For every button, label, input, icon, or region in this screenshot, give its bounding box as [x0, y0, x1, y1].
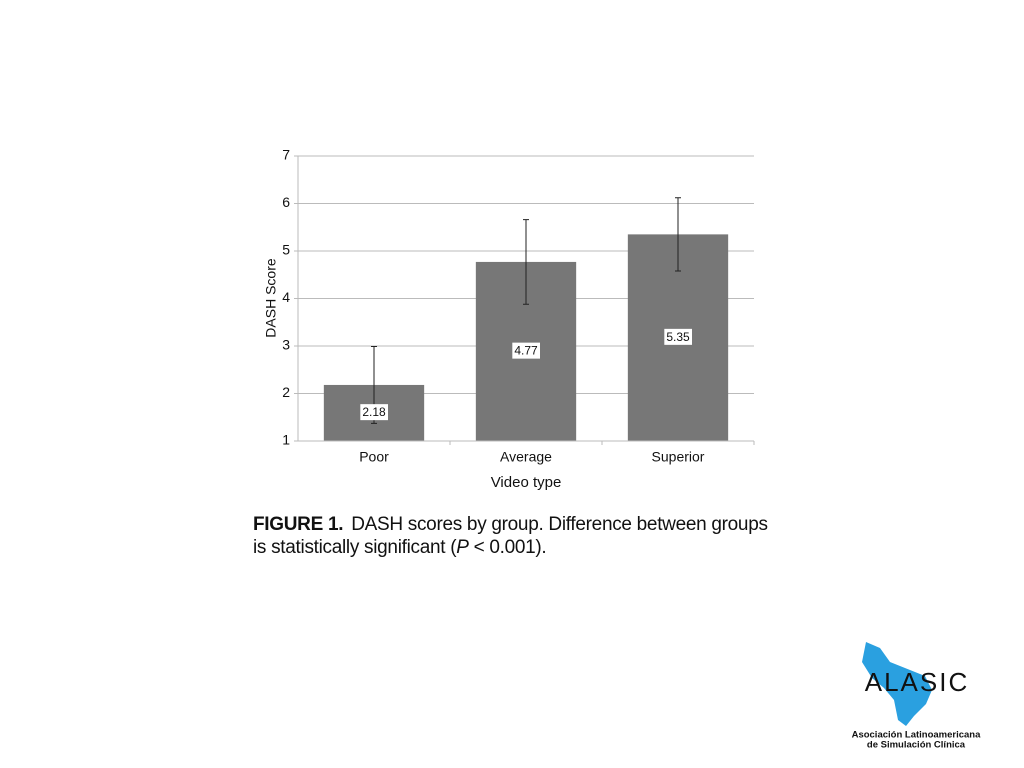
value-label: 4.77 [514, 344, 538, 358]
logo-line-1: Asociación Latinoamericana [852, 730, 982, 741]
y-tick-label: 3 [282, 337, 290, 353]
logo-line-2: de Simulación Clínica [867, 740, 966, 751]
caption-line-2: is statistically significant (P < 0.001)… [253, 537, 546, 558]
logo-name: ALASIC [865, 667, 970, 697]
value-label-bg [360, 404, 389, 421]
y-tick-label: 4 [282, 289, 290, 305]
caption-line-1: FIGURE 1. DASH scores by group. Differenc… [253, 514, 768, 535]
value-label: 2.18 [362, 405, 386, 419]
x-axis-label: Video type [491, 474, 562, 491]
error-bar [523, 219, 529, 305]
y-tick-label: 7 [282, 147, 290, 163]
caption-text2: is statistically significant ( [253, 537, 457, 558]
error-bar [675, 197, 681, 272]
x-tick-label: Poor [359, 449, 389, 465]
y-tick-label: 5 [282, 242, 290, 258]
y-axis-label: DASH Score [263, 258, 279, 338]
value-label-bg [512, 342, 541, 359]
x-tick-label: Superior [652, 449, 705, 465]
logo-map [862, 642, 932, 726]
y-tick-label: 2 [282, 384, 290, 400]
value-label-bg [664, 328, 693, 345]
caption-text: DASH scores by group. Difference between… [351, 514, 767, 535]
x-tick-label: Average [500, 449, 552, 465]
caption-text3: < 0.001). [469, 537, 547, 558]
y-tick-label: 1 [282, 432, 290, 448]
y-tick-label: 6 [282, 194, 290, 210]
value-label: 5.35 [666, 330, 690, 344]
caption-italic: P [456, 537, 469, 558]
caption-label: FIGURE 1. [253, 514, 343, 535]
